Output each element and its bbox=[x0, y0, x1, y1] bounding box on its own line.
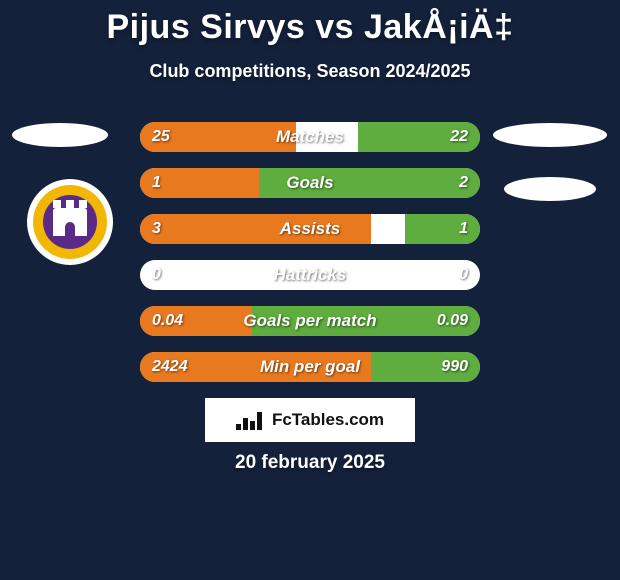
castle-door-icon bbox=[65, 222, 75, 236]
bar-chart-icon bbox=[236, 410, 264, 430]
stat-row: Hattricks00 bbox=[140, 260, 480, 290]
page-subtitle: Club competitions, Season 2024/2025 bbox=[0, 61, 620, 82]
decorative-ellipse bbox=[493, 123, 607, 147]
team-crest bbox=[27, 179, 113, 265]
stat-track bbox=[140, 260, 480, 290]
stat-fill-left bbox=[140, 214, 371, 244]
stat-fill-left bbox=[140, 352, 371, 382]
stat-fill-left bbox=[140, 122, 296, 152]
badge-bar bbox=[250, 421, 255, 430]
stat-row: Assists31 bbox=[140, 214, 480, 244]
stat-row: Goals12 bbox=[140, 168, 480, 198]
stat-row: Matches2522 bbox=[140, 122, 480, 152]
stat-fill-right bbox=[358, 122, 480, 152]
stat-fill-right bbox=[252, 306, 480, 336]
source-badge: FcTables.com bbox=[205, 398, 415, 442]
castle-icon bbox=[53, 208, 87, 236]
stat-row: Goals per match0.040.09 bbox=[140, 306, 480, 336]
stats-panel: Matches2522 Goals12 Assists31 Hattricks00 Go… bbox=[140, 122, 480, 398]
stat-fill-left bbox=[140, 168, 259, 198]
stat-fill-left bbox=[140, 306, 252, 336]
badge-bar bbox=[257, 412, 262, 430]
stat-row: Min per goal2424990 bbox=[140, 352, 480, 382]
source-badge-text: FcTables.com bbox=[272, 410, 384, 430]
stat-fill-right bbox=[259, 168, 480, 198]
stat-fill-right bbox=[405, 214, 480, 244]
page-title: Pijus Sirvys vs JakÅ¡iÄ‡ bbox=[0, 0, 620, 47]
date-label: 20 february 2025 bbox=[0, 452, 620, 474]
decorative-ellipse bbox=[504, 177, 596, 201]
badge-bar bbox=[236, 424, 241, 430]
stat-fill-right bbox=[371, 352, 480, 382]
crest-inner bbox=[43, 195, 97, 249]
decorative-ellipse bbox=[12, 123, 108, 147]
badge-bar bbox=[243, 418, 248, 430]
